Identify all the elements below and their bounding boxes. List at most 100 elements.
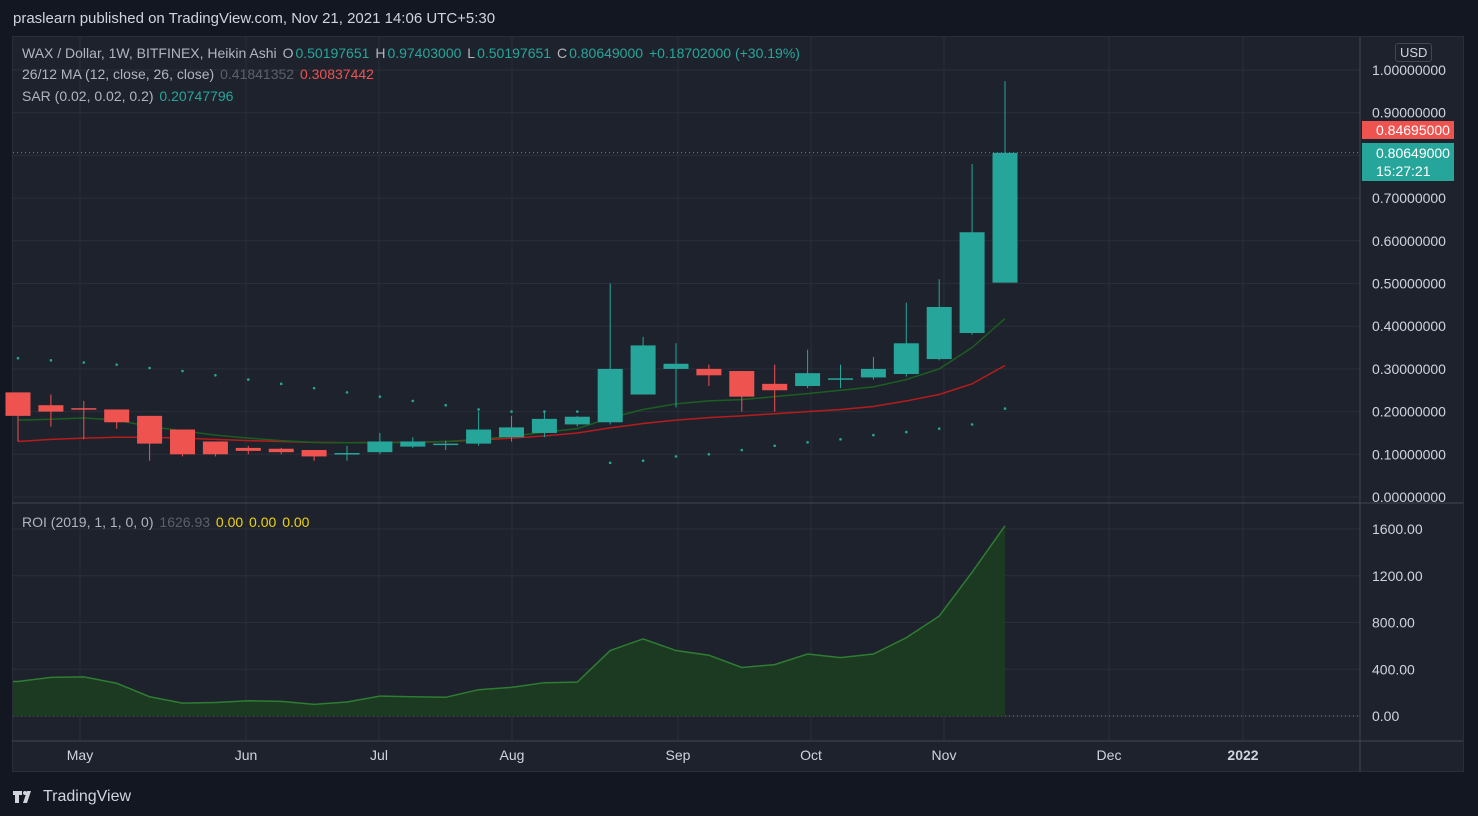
sar-dot (411, 399, 415, 403)
sar-dot (510, 410, 513, 413)
sar-label: SAR (0.02, 0.02, 0.2) (22, 88, 154, 104)
sar-dot (247, 378, 250, 381)
sar-dot (905, 430, 908, 434)
candle-body (170, 429, 195, 455)
candle-body (860, 368, 886, 378)
sar-dot (576, 410, 579, 413)
price-tag-current: 0.80649000 15:27:21 (1362, 143, 1454, 181)
sar-dot (674, 455, 678, 458)
roi-legend[interactable]: ROI (2019, 1, 1, 0, 0) 1626.93 0.00 0.00… (22, 514, 311, 530)
high-value: 0.97403000 (387, 45, 462, 61)
sar-dot (16, 356, 20, 360)
price-tick-label: 0.70000000 (1372, 190, 1446, 206)
candle-body (268, 448, 294, 453)
sar-dot (806, 441, 809, 444)
roi-area (13, 525, 1005, 716)
roi-tick-label: 1200.00 (1372, 568, 1423, 584)
bar-countdown: 15:27:21 (1376, 163, 1431, 179)
price-tick-label: 0.10000000 (1372, 446, 1446, 462)
candle-body (499, 427, 524, 438)
candle-body (137, 415, 163, 444)
sar-dot (707, 453, 711, 456)
candle-body (38, 405, 64, 412)
price-tag-red: 0.84695000 (1362, 121, 1454, 139)
price-tick-label: 0.90000000 (1372, 105, 1446, 121)
candle-body (235, 447, 261, 451)
candle-body (959, 232, 985, 334)
roi-zero-1: 0.00 (215, 514, 244, 530)
time-axis-label[interactable]: Nov (932, 747, 957, 763)
candle-body (202, 441, 228, 455)
sar-dot (82, 361, 86, 364)
sar-dot (148, 366, 151, 370)
time-axis-label[interactable]: Sep (666, 747, 691, 763)
candle-body (597, 368, 623, 423)
time-axis-label[interactable]: Oct (800, 747, 822, 763)
open-value: 0.50197651 (295, 45, 370, 61)
chart-area[interactable] (12, 36, 1464, 772)
candle-body (466, 429, 492, 444)
sar-dot (345, 391, 349, 394)
candle-body (630, 345, 656, 395)
time-axis-label[interactable]: Jul (370, 747, 388, 763)
ma-fast-value: 0.41841352 (220, 66, 295, 82)
main-legend: WAX / Dollar, 1W, BITFINEX, Heikin Ashi … (22, 45, 802, 61)
candle-body (992, 152, 1018, 283)
price-tick-label: 0.20000000 (1372, 404, 1446, 420)
sar-dot (312, 386, 316, 390)
sar-legend[interactable]: SAR (0.02, 0.02, 0.2) 0.20747796 (22, 88, 235, 104)
open-label: O (282, 45, 294, 61)
sar-dot (641, 459, 645, 463)
sar-dot (872, 433, 875, 437)
roi-tick-label: 0.00 (1372, 708, 1399, 724)
candle-body (433, 443, 459, 446)
close-label: C (556, 45, 568, 61)
roi-line (13, 525, 1006, 706)
change-value: +0.18702000 (+30.19%) (648, 45, 800, 61)
brand-name: TradingView (43, 788, 132, 805)
sar-dot (181, 369, 184, 373)
footer-brand[interactable]: TradingView (13, 786, 131, 808)
time-axis-label[interactable]: 2022 (1227, 747, 1258, 763)
time-axis-label[interactable]: May (67, 747, 93, 763)
sar-dot (214, 374, 217, 377)
roi-zero-2: 0.00 (249, 514, 277, 530)
candle-body (696, 368, 722, 376)
candle-body (367, 441, 393, 453)
high-label: H (375, 45, 386, 61)
candle-body (400, 441, 426, 447)
sar-dot (608, 461, 612, 465)
sar-dot (279, 382, 283, 386)
price-tick-label: 0.40000000 (1372, 318, 1446, 334)
candle-body (893, 343, 919, 375)
time-axis-label[interactable]: Jun (235, 747, 258, 763)
sar-dot (444, 403, 448, 407)
roi-zero-3: 0.00 (282, 514, 310, 530)
ma-legend[interactable]: 26/12 MA (12, close, 26, close) 0.418413… (22, 66, 376, 82)
symbol-label[interactable]: WAX / Dollar, 1W, BITFINEX, Heikin Ashi (22, 45, 277, 61)
low-value: 0.50197651 (477, 45, 552, 61)
sar-dot (937, 427, 941, 430)
sar-dot (773, 444, 776, 448)
ma-slow-value: 0.30837442 (299, 66, 374, 82)
time-axis-label[interactable]: Dec (1097, 747, 1122, 763)
sar-dot (49, 359, 53, 362)
candle-body (5, 392, 31, 416)
sar-dot (839, 438, 842, 441)
sar-dot (115, 363, 118, 366)
candle-body (762, 383, 788, 391)
sar-dot (970, 423, 974, 426)
price-tick-label: 0.30000000 (1372, 361, 1446, 377)
roi-label: ROI (2019, 1, 1, 0, 0) (22, 514, 154, 530)
sar-dot (740, 448, 744, 452)
sar-dot (1003, 407, 1007, 410)
candle-body (663, 363, 689, 369)
time-axis-label[interactable]: Aug (500, 747, 525, 763)
candle-body (301, 450, 327, 457)
ma-label: 26/12 MA (12, close, 26, close) (22, 66, 215, 82)
close-value: 0.80649000 (569, 45, 644, 61)
currency-button[interactable]: USD (1395, 43, 1433, 62)
price-tick-label: 0.00000000 (1372, 489, 1446, 505)
sar-dot (378, 395, 382, 398)
